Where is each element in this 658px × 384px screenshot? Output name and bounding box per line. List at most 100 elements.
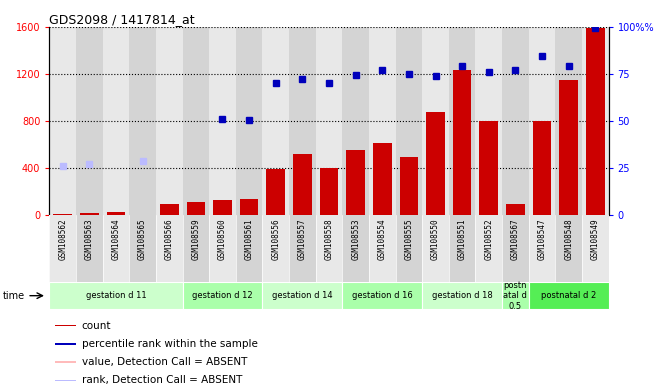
Bar — [582, 215, 609, 282]
Bar — [293, 154, 312, 215]
Text: GSM108564: GSM108564 — [111, 218, 120, 260]
Bar — [476, 215, 502, 282]
Text: GSM108549: GSM108549 — [591, 218, 600, 260]
Bar — [373, 143, 392, 215]
Text: GSM108562: GSM108562 — [58, 218, 67, 260]
Text: percentile rank within the sample: percentile rank within the sample — [82, 339, 257, 349]
Bar — [395, 215, 422, 282]
Bar — [263, 282, 342, 309]
Bar — [289, 27, 316, 215]
Bar — [422, 282, 502, 309]
Bar — [107, 212, 125, 215]
Bar — [263, 27, 289, 215]
Bar — [559, 80, 578, 215]
Bar — [182, 282, 263, 309]
Bar — [156, 215, 182, 282]
Bar — [320, 168, 338, 215]
Text: gestation d 11: gestation d 11 — [86, 291, 146, 300]
Text: GDS2098 / 1417814_at: GDS2098 / 1417814_at — [49, 13, 195, 26]
Bar — [156, 27, 182, 215]
Bar — [55, 379, 76, 381]
Bar — [449, 27, 476, 215]
Bar — [449, 215, 476, 282]
Bar — [533, 121, 551, 215]
Bar — [236, 27, 263, 215]
Bar — [422, 27, 449, 215]
Bar — [186, 202, 205, 215]
Bar — [160, 204, 178, 215]
Text: time: time — [3, 291, 24, 301]
Text: GSM108553: GSM108553 — [351, 218, 360, 260]
Bar — [209, 215, 236, 282]
Bar — [480, 121, 498, 215]
Bar — [49, 215, 76, 282]
Bar — [506, 204, 524, 215]
Text: GSM108556: GSM108556 — [271, 218, 280, 260]
Bar — [266, 169, 285, 215]
Bar — [586, 28, 605, 215]
Bar — [555, 27, 582, 215]
Bar — [49, 27, 76, 215]
Bar — [316, 27, 342, 215]
Bar — [422, 215, 449, 282]
Text: GSM108566: GSM108566 — [164, 218, 174, 260]
Text: GSM108560: GSM108560 — [218, 218, 227, 260]
Bar — [369, 27, 395, 215]
Text: rank, Detection Call = ABSENT: rank, Detection Call = ABSENT — [82, 375, 242, 384]
Bar — [529, 215, 555, 282]
Bar — [53, 214, 72, 215]
Bar — [399, 157, 418, 215]
Bar — [502, 27, 529, 215]
Text: GSM108557: GSM108557 — [298, 218, 307, 260]
Bar — [289, 215, 316, 282]
Text: GSM108548: GSM108548 — [564, 218, 573, 260]
Bar — [76, 27, 103, 215]
Bar — [369, 215, 395, 282]
Bar — [395, 27, 422, 215]
Text: gestation d 12: gestation d 12 — [192, 291, 253, 300]
Text: GSM108565: GSM108565 — [138, 218, 147, 260]
Text: postn
atal d
0.5: postn atal d 0.5 — [503, 281, 527, 311]
Bar — [55, 361, 76, 363]
Bar — [80, 213, 99, 215]
Text: gestation d 18: gestation d 18 — [432, 291, 493, 300]
Bar — [342, 27, 369, 215]
Bar — [529, 282, 609, 309]
Bar — [129, 215, 156, 282]
Bar — [342, 282, 422, 309]
Bar — [76, 215, 103, 282]
Bar — [476, 27, 502, 215]
Text: gestation d 14: gestation d 14 — [272, 291, 333, 300]
Text: gestation d 16: gestation d 16 — [352, 291, 413, 300]
Bar — [213, 200, 232, 215]
Bar — [555, 215, 582, 282]
Bar — [49, 282, 182, 309]
Bar — [453, 70, 472, 215]
Bar — [529, 27, 555, 215]
Bar — [342, 215, 369, 282]
Text: GSM108554: GSM108554 — [378, 218, 387, 260]
Bar — [240, 199, 259, 215]
Text: GSM108561: GSM108561 — [245, 218, 253, 260]
Text: postnatal d 2: postnatal d 2 — [541, 291, 596, 300]
Text: GSM108555: GSM108555 — [405, 218, 413, 260]
Text: GSM108559: GSM108559 — [191, 218, 200, 260]
Text: value, Detection Call = ABSENT: value, Detection Call = ABSENT — [82, 357, 247, 367]
Text: GSM108567: GSM108567 — [511, 218, 520, 260]
Text: GSM108551: GSM108551 — [458, 218, 467, 260]
Bar — [502, 282, 529, 309]
Bar — [502, 215, 529, 282]
Bar — [55, 325, 76, 326]
Text: count: count — [82, 321, 111, 331]
Bar — [582, 27, 609, 215]
Text: GSM108563: GSM108563 — [85, 218, 94, 260]
Bar — [182, 27, 209, 215]
Bar — [236, 215, 263, 282]
Bar — [209, 27, 236, 215]
Bar — [263, 215, 289, 282]
Bar — [129, 27, 156, 215]
Text: GSM108547: GSM108547 — [538, 218, 547, 260]
Text: GSM108552: GSM108552 — [484, 218, 494, 260]
Bar — [182, 215, 209, 282]
Text: GSM108550: GSM108550 — [431, 218, 440, 260]
